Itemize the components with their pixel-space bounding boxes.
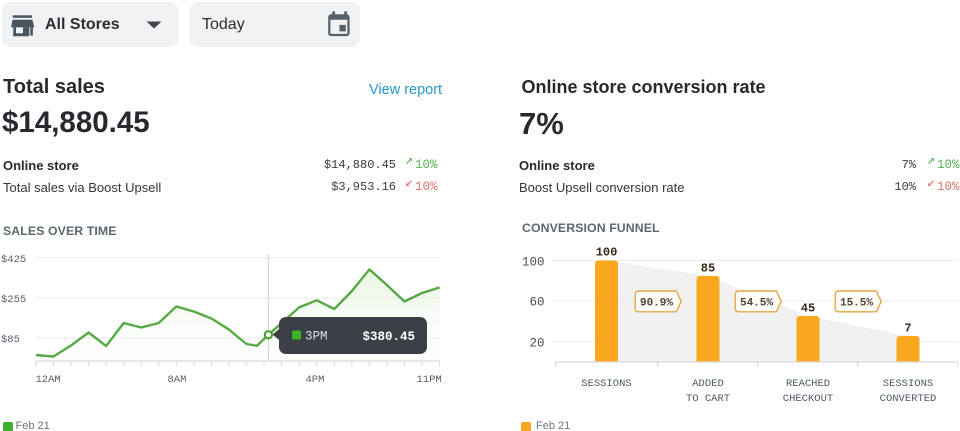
svg-text:100: 100 [522, 256, 545, 270]
svg-text:3PM: 3PM [305, 330, 328, 344]
svg-text:ADDED: ADDED [692, 378, 724, 390]
svg-text:$380.45: $380.45 [362, 330, 415, 344]
svg-text:100: 100 [596, 246, 618, 260]
svg-text:TO CART: TO CART [686, 393, 730, 405]
svg-text:7: 7 [904, 322, 911, 336]
svg-text:90.9%: 90.9% [640, 297, 673, 309]
svg-text:REACHED: REACHED [786, 378, 830, 390]
svg-text:CONVERTED: CONVERTED [880, 393, 937, 405]
svg-text:60: 60 [529, 296, 544, 310]
svg-text:15.5%: 15.5% [840, 297, 873, 309]
svg-text:12AM: 12AM [36, 374, 61, 386]
svg-text:54.5%: 54.5% [740, 297, 773, 309]
svg-text:85: 85 [701, 262, 715, 276]
svg-text:SESSIONS: SESSIONS [581, 378, 631, 390]
svg-text:11PM: 11PM [417, 374, 442, 386]
svg-text:20: 20 [529, 337, 544, 351]
svg-text:SESSIONS: SESSIONS [883, 378, 933, 390]
svg-text:$255: $255 [1, 294, 26, 306]
svg-text:8AM: 8AM [168, 374, 187, 386]
svg-text:$425: $425 [1, 254, 26, 266]
svg-text:4PM: 4PM [306, 374, 325, 386]
svg-text:$85: $85 [1, 334, 20, 346]
svg-text:45: 45 [801, 302, 815, 316]
svg-text:CHECKOUT: CHECKOUT [783, 393, 833, 405]
